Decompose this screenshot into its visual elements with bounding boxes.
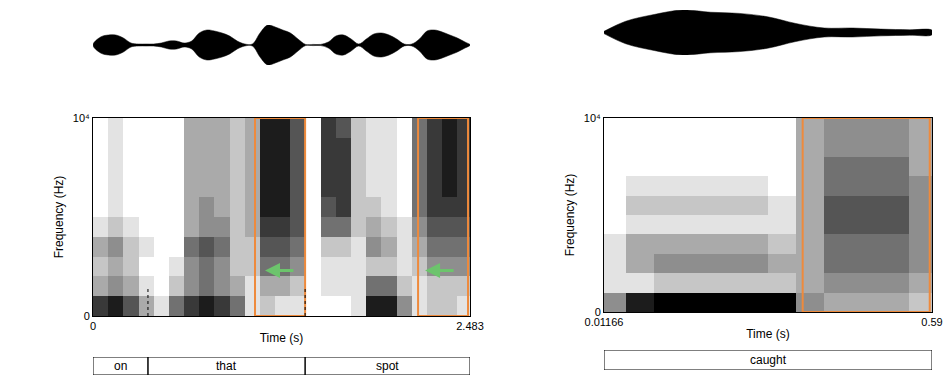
- svg-text:0.59: 0.59: [921, 316, 942, 328]
- svg-text:0: 0: [595, 306, 601, 318]
- svg-text:10⁴: 10⁴: [584, 112, 601, 124]
- svg-text:Frequency (Hz): Frequency (Hz): [563, 174, 577, 257]
- svg-text:spot: spot: [376, 359, 399, 373]
- svg-text:Time (s): Time (s): [746, 327, 790, 341]
- svg-text:0.01166: 0.01166: [585, 316, 624, 328]
- svg-text:that: that: [216, 359, 237, 373]
- svg-text:0: 0: [90, 320, 96, 332]
- svg-text:on: on: [114, 359, 127, 373]
- svg-text:Frequency (Hz): Frequency (Hz): [52, 176, 66, 259]
- svg-text:2.483: 2.483: [456, 320, 484, 332]
- svg-text:caught: caught: [750, 353, 787, 367]
- svg-text:10⁴: 10⁴: [73, 112, 90, 124]
- svg-text:Time (s): Time (s): [260, 331, 304, 345]
- svg-text:0: 0: [84, 310, 90, 322]
